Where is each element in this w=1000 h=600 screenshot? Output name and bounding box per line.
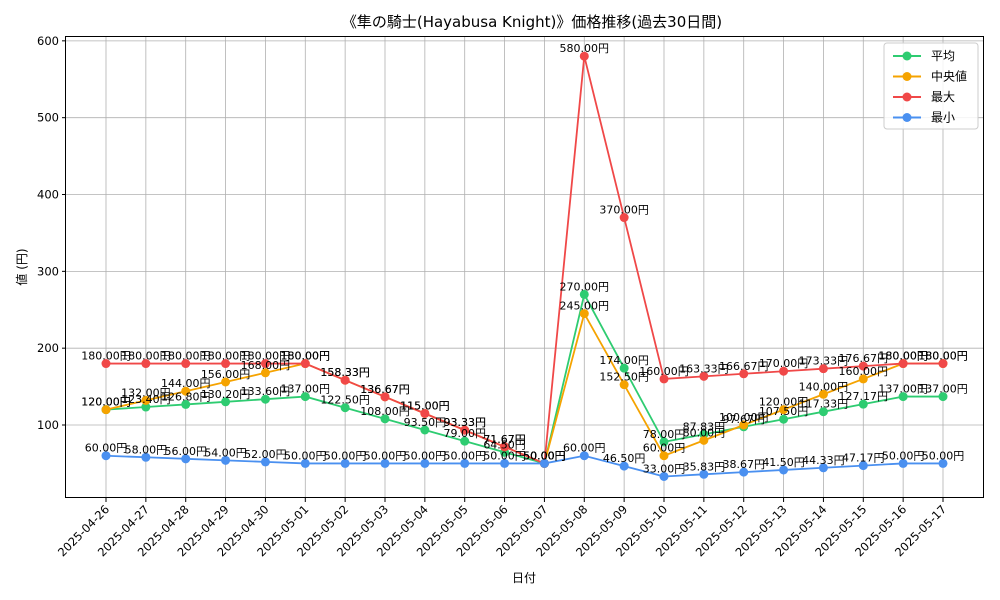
- x-axis-label: 日付: [512, 571, 536, 585]
- data-label: 140.00円: [799, 380, 849, 393]
- data-label: 60.00円: [643, 442, 686, 455]
- legend-label: 中央値: [931, 69, 967, 84]
- data-label: 100.00円: [719, 411, 769, 424]
- data-labels: 120.00円123.40円126.80円130.20円133.60円137.0…: [81, 42, 968, 475]
- data-label: 180.00円: [281, 350, 331, 363]
- data-label: 44.33円: [802, 454, 845, 467]
- data-label: 46.50円: [603, 452, 646, 465]
- y-tick-label: 600: [37, 34, 59, 48]
- data-label: 60.00円: [85, 442, 128, 455]
- data-label: 50.00円: [324, 449, 367, 462]
- data-label: 35.83円: [683, 460, 726, 473]
- plot-frame: [66, 37, 984, 498]
- data-label: 50.00円: [922, 449, 965, 462]
- legend-label: 最大: [931, 90, 955, 104]
- grid-layer: [66, 37, 984, 498]
- data-label: 137.00円: [918, 383, 968, 396]
- data-label: 38.67円: [722, 458, 765, 471]
- data-label: 56.00円: [164, 445, 207, 458]
- data-label: 50.00円: [882, 449, 925, 462]
- data-label: 33.00円: [643, 462, 686, 475]
- y-tick-label: 100: [37, 418, 59, 432]
- y-axis-label: 値 (円): [14, 248, 29, 285]
- data-label: 50.00円: [364, 449, 407, 462]
- data-label: 270.00円: [560, 280, 610, 293]
- legend-label: 最小: [931, 111, 955, 125]
- data-label: 120.00円: [759, 396, 809, 409]
- legend-swatch-marker: [903, 113, 912, 122]
- data-label: 50.00円: [523, 449, 566, 462]
- legend-swatch-marker: [903, 72, 912, 81]
- data-label: 52.00円: [244, 448, 287, 461]
- series-layer: [102, 52, 948, 481]
- data-label: 60.00円: [563, 442, 606, 455]
- y-tick-label: 400: [37, 188, 59, 202]
- data-label: 50.00円: [443, 449, 486, 462]
- data-label: 54.00円: [204, 446, 247, 459]
- data-label: 245.00円: [560, 300, 610, 313]
- y-axis-ticks: 100 200 300 400 500 600: [37, 34, 66, 432]
- y-tick-label: 500: [37, 111, 59, 125]
- data-label: 80.00円: [683, 426, 726, 439]
- chart-title: 《隼の騎士(Hayabusa Knight)》価格推移(過去30日間): [342, 13, 722, 31]
- data-label: 93.33円: [443, 416, 486, 429]
- data-label: 58.00円: [125, 443, 168, 456]
- data-label: 50.00円: [404, 449, 447, 462]
- data-label: 180.00円: [918, 350, 968, 363]
- data-label: 580.00円: [560, 42, 610, 55]
- data-label: 115.00円: [400, 399, 450, 412]
- data-label: 158.33円: [320, 366, 370, 379]
- data-label: 136.67円: [360, 383, 410, 396]
- x-axis-ticks: 2025-04-262025-04-272025-04-282025-04-29…: [55, 498, 949, 559]
- data-label: 50.00円: [284, 449, 327, 462]
- legend-swatch-marker: [903, 93, 912, 102]
- data-label: 47.17円: [842, 452, 885, 465]
- data-label: 41.50円: [762, 456, 805, 469]
- legend-swatch-marker: [903, 52, 912, 61]
- legend-label: 平均: [931, 49, 955, 63]
- y-tick-label: 300: [37, 264, 59, 278]
- data-label: 71.67円: [483, 433, 526, 446]
- data-label: 370.00円: [599, 204, 649, 217]
- y-tick-label: 200: [37, 341, 59, 355]
- data-label: 78.00円: [643, 428, 686, 441]
- data-label: 93.50円: [404, 416, 447, 429]
- data-label: 50.00円: [483, 449, 526, 462]
- price-history-chart: 《隼の騎士(Hayabusa Knight)》価格推移(過去30日間) 100 2…: [0, 0, 1000, 600]
